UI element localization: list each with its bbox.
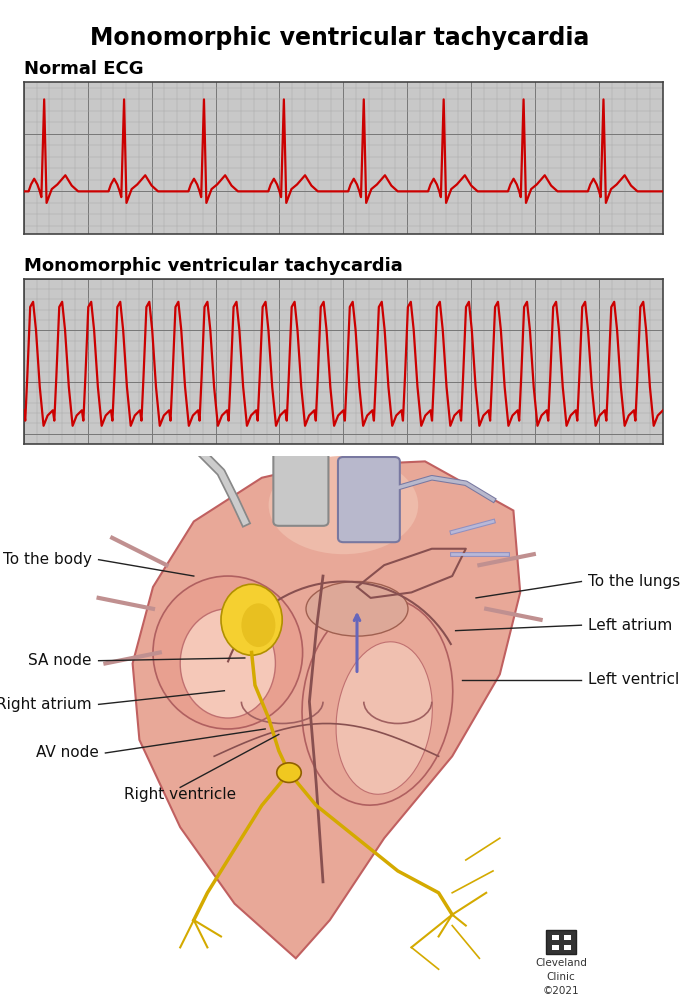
FancyBboxPatch shape [564, 935, 571, 940]
Ellipse shape [302, 598, 453, 806]
FancyBboxPatch shape [552, 945, 559, 950]
Ellipse shape [241, 603, 275, 647]
Ellipse shape [336, 642, 432, 795]
Text: To the body: To the body [3, 552, 92, 567]
Ellipse shape [221, 584, 282, 655]
Text: Right atrium: Right atrium [0, 696, 92, 711]
FancyBboxPatch shape [273, 416, 328, 526]
Text: To the lungs: To the lungs [588, 574, 680, 589]
Ellipse shape [269, 456, 418, 554]
Text: SA node: SA node [29, 653, 92, 668]
Text: Monomorphic ventricular tachycardia: Monomorphic ventricular tachycardia [90, 26, 590, 50]
Circle shape [277, 763, 301, 783]
Polygon shape [133, 461, 520, 958]
Text: Left ventricle: Left ventricle [588, 672, 680, 687]
FancyBboxPatch shape [338, 457, 400, 542]
Text: Left atrium: Left atrium [588, 617, 673, 632]
Text: AV node: AV node [36, 745, 99, 761]
Text: Normal ECG: Normal ECG [24, 60, 143, 78]
Text: Cleveland
Clinic
©2021: Cleveland Clinic ©2021 [535, 958, 587, 996]
Text: Monomorphic ventricular tachycardia: Monomorphic ventricular tachycardia [24, 257, 403, 275]
FancyBboxPatch shape [552, 935, 559, 940]
Ellipse shape [306, 581, 408, 636]
FancyBboxPatch shape [546, 930, 576, 954]
Text: Right ventricle: Right ventricle [124, 787, 236, 802]
Ellipse shape [180, 609, 275, 718]
FancyBboxPatch shape [564, 945, 571, 950]
Ellipse shape [153, 576, 303, 729]
Ellipse shape [279, 412, 324, 429]
Ellipse shape [288, 416, 315, 425]
